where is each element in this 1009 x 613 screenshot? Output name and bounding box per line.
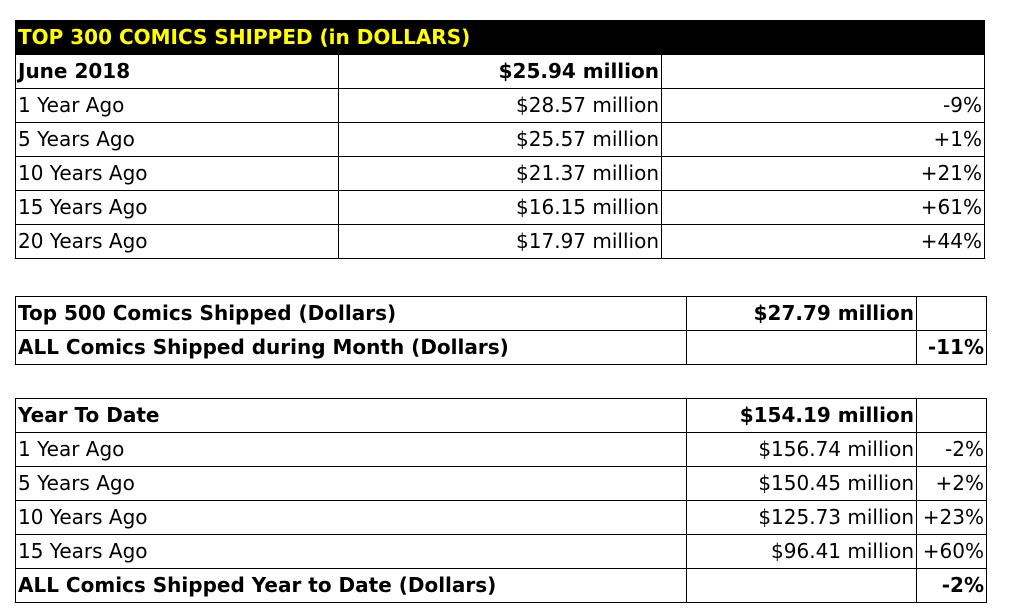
row-pct: +2% xyxy=(916,466,987,501)
row-value: $25.57 million xyxy=(338,122,662,157)
row-value: $125.73 million xyxy=(686,500,917,535)
row-value: $27.79 million xyxy=(686,296,917,331)
row-label: Top 500 Comics Shipped (Dollars) xyxy=(15,296,687,331)
row-pct: +1% xyxy=(661,122,985,157)
row-value: $25.94 million xyxy=(338,54,662,89)
row-pct xyxy=(916,296,987,331)
row-label: 1 Year Ago xyxy=(15,432,687,467)
table-row: Year To Date $154.19 million xyxy=(15,398,987,433)
row-value: $16.15 million xyxy=(338,190,662,225)
row-pct: +23% xyxy=(916,500,987,535)
table-row: 5 Years Ago $150.45 million +2% xyxy=(15,466,987,501)
row-pct: +61% xyxy=(661,190,985,225)
year-to-date-table: Year To Date $154.19 million 1 Year Ago … xyxy=(15,398,987,603)
row-value: $96.41 million xyxy=(686,534,917,569)
row-value: $17.97 million xyxy=(338,224,662,259)
row-label: 15 Years Ago xyxy=(15,534,687,569)
table-row: 5 Years Ago $25.57 million +1% xyxy=(15,122,985,157)
row-pct xyxy=(916,398,987,433)
table-row: 15 Years Ago $96.41 million +60% xyxy=(15,534,987,569)
table-row: Top 500 Comics Shipped (Dollars) $27.79 … xyxy=(15,296,987,331)
table-header-title: TOP 300 COMICS SHIPPED (in DOLLARS) xyxy=(15,20,985,55)
row-value xyxy=(686,330,917,365)
row-pct: -11% xyxy=(916,330,987,365)
top-300-table: TOP 300 COMICS SHIPPED (in DOLLARS) June… xyxy=(15,20,985,259)
row-pct: -2% xyxy=(916,432,987,467)
row-pct: -2% xyxy=(916,568,987,603)
table-row: ALL Comics Shipped during Month (Dollars… xyxy=(15,330,987,365)
table-row: 20 Years Ago $17.97 million +44% xyxy=(15,224,985,259)
table-row: 10 Years Ago $21.37 million +21% xyxy=(15,156,985,191)
row-label: 15 Years Ago xyxy=(15,190,339,225)
row-label: 20 Years Ago xyxy=(15,224,339,259)
row-label: 1 Year Ago xyxy=(15,88,339,123)
top-500-table: Top 500 Comics Shipped (Dollars) $27.79 … xyxy=(15,296,987,365)
row-pct xyxy=(661,54,985,89)
row-value: $21.37 million xyxy=(338,156,662,191)
table-row: 10 Years Ago $125.73 million +23% xyxy=(15,500,987,535)
table-row: 1 Year Ago $28.57 million -9% xyxy=(15,88,985,123)
table-row: ALL Comics Shipped Year to Date (Dollars… xyxy=(15,568,987,603)
row-label: ALL Comics Shipped Year to Date (Dollars… xyxy=(15,568,687,603)
row-value: $154.19 million xyxy=(686,398,917,433)
row-value: $150.45 million xyxy=(686,466,917,501)
row-pct: +60% xyxy=(916,534,987,569)
row-pct: -9% xyxy=(661,88,985,123)
row-label: ALL Comics Shipped during Month (Dollars… xyxy=(15,330,687,365)
row-label: 10 Years Ago xyxy=(15,156,339,191)
row-value xyxy=(686,568,917,603)
row-pct: +21% xyxy=(661,156,985,191)
row-label: June 2018 xyxy=(15,54,339,89)
row-value: $28.57 million xyxy=(338,88,662,123)
table-row: 15 Years Ago $16.15 million +61% xyxy=(15,190,985,225)
row-label: 5 Years Ago xyxy=(15,122,339,157)
row-value: $156.74 million xyxy=(686,432,917,467)
row-pct: +44% xyxy=(661,224,985,259)
row-label: Year To Date xyxy=(15,398,687,433)
row-label: 5 Years Ago xyxy=(15,466,687,501)
row-label: 10 Years Ago xyxy=(15,500,687,535)
header-row: TOP 300 COMICS SHIPPED (in DOLLARS) xyxy=(15,20,985,55)
table-row: 1 Year Ago $156.74 million -2% xyxy=(15,432,987,467)
table-row: June 2018 $25.94 million xyxy=(15,54,985,89)
